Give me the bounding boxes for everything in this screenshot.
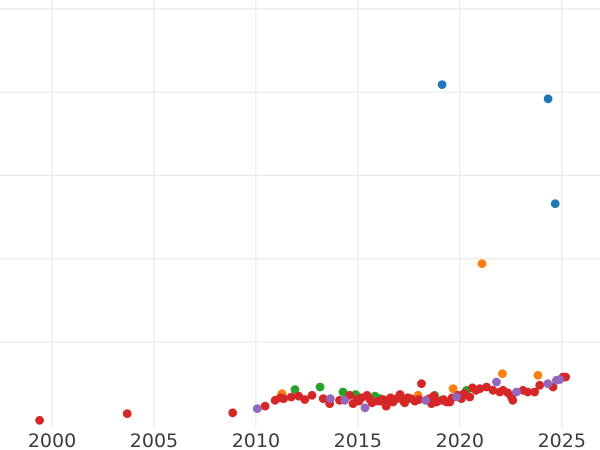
- data-point-purple: [325, 394, 335, 403]
- data-point-blue: [543, 94, 553, 104]
- data-point-red: [417, 379, 426, 389]
- data-point-red: [300, 395, 310, 404]
- data-point-red: [279, 394, 288, 403]
- data-point-red: [228, 408, 238, 418]
- x-axis-tick-label: 2025: [538, 430, 586, 450]
- data-point-blue: [437, 80, 447, 89]
- data-point-red: [414, 395, 424, 404]
- data-point-red: [318, 394, 328, 403]
- data-point-red: [307, 390, 317, 400]
- data-point-red: [260, 401, 270, 411]
- data-point-purple: [360, 403, 370, 413]
- data-point-green: [338, 387, 348, 397]
- data-point-orange: [448, 384, 458, 393]
- data-point-red: [530, 387, 539, 397]
- data-point-purple: [512, 387, 521, 397]
- data-point-purple: [555, 375, 565, 384]
- data-point-red: [508, 395, 518, 405]
- data-point-purple: [421, 395, 431, 405]
- data-point-purple: [543, 379, 553, 389]
- data-point-green: [290, 385, 300, 394]
- data-point-red: [523, 387, 533, 397]
- x-axis-tick-label: 2015: [334, 430, 382, 450]
- data-point-purple: [252, 404, 262, 413]
- data-point-purple: [340, 395, 349, 405]
- x-axis-tick-label: 2010: [232, 430, 280, 450]
- data-point-red: [482, 382, 491, 392]
- x-axis-tick-label: 2005: [130, 430, 178, 450]
- data-point-orange: [533, 370, 543, 380]
- data-point-orange: [498, 369, 507, 379]
- data-point-red: [488, 385, 498, 395]
- data-point-purple: [452, 392, 461, 402]
- data-point-green: [315, 382, 325, 392]
- x-axis-tick-label: 2000: [28, 430, 76, 450]
- data-point-orange: [477, 259, 487, 269]
- data-point-red: [35, 415, 44, 425]
- x-axis-tick-label: 2020: [436, 430, 484, 450]
- data-point-red: [122, 409, 132, 418]
- data-point-red: [535, 380, 545, 390]
- data-point-red: [465, 392, 475, 402]
- data-point-purple: [492, 377, 501, 387]
- data-point-red: [286, 392, 296, 402]
- data-point-red: [475, 384, 485, 393]
- data-point-red: [395, 390, 405, 399]
- data-point-blue: [550, 199, 560, 209]
